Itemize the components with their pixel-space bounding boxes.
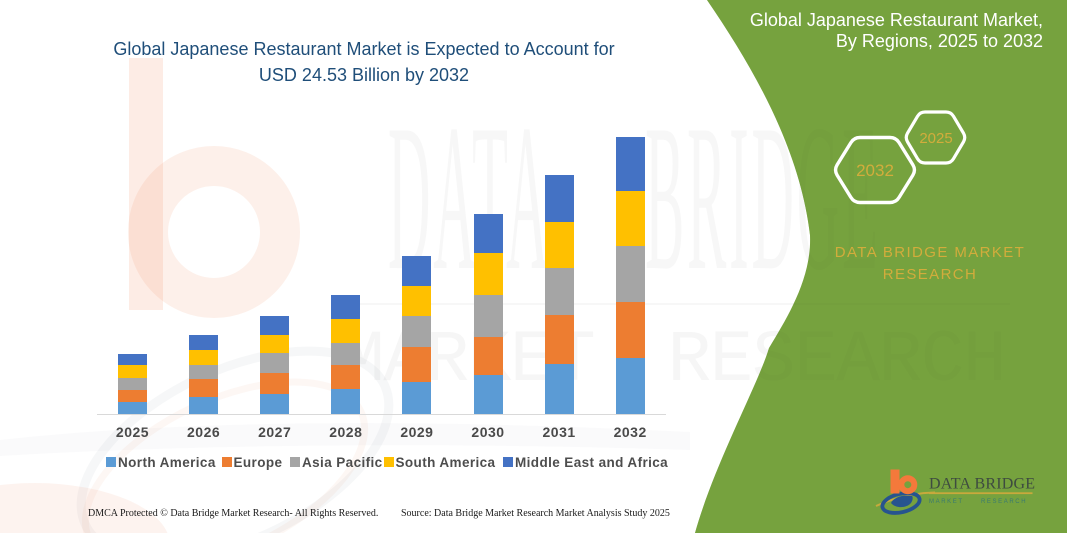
svg-text:2025: 2025 [919,130,952,147]
svg-text:RESEARCH: RESEARCH [981,499,1027,505]
svg-text:MARKET: MARKET [929,499,964,505]
svg-text:DATA BRIDGE: DATA BRIDGE [929,476,1035,493]
svg-text:2032: 2032 [856,161,894,180]
